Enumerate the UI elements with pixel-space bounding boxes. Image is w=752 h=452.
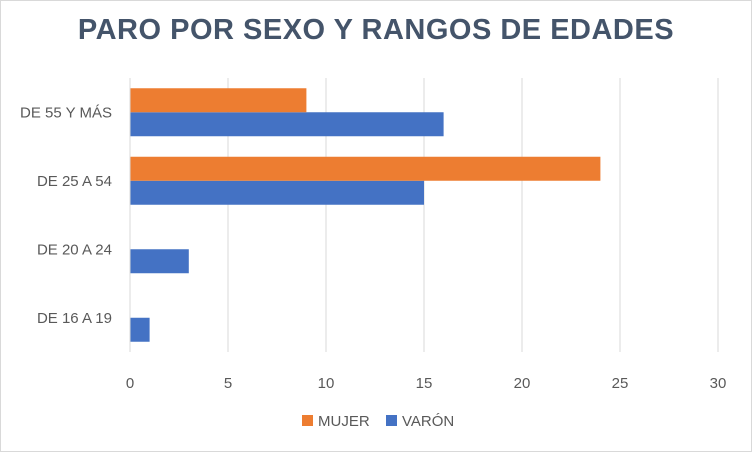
bar-varón-1 [130,249,189,274]
bar-varón-2 [130,180,424,205]
bar-varón-0 [130,317,150,342]
y-tick-label-0: DE 16 A 19 [37,310,112,327]
x-tick-label-25: 25 [612,375,629,392]
y-tick-label-3: DE 55 Y MÁS [20,104,112,121]
chart-title: PARO POR SEXO Y RANGOS DE EDADES [77,14,675,46]
x-tick-label-5: 5 [224,375,232,392]
bar-mujer-3 [130,88,307,113]
x-tick-label-15: 15 [416,375,433,392]
bar-varón-3 [130,112,444,137]
x-tick-label-30: 30 [710,375,727,392]
x-tick-label-20: 20 [514,375,531,392]
legend-swatch-mujer [302,415,313,426]
y-tick-label-1: DE 20 A 24 [37,241,112,258]
legend-label-varón: VARÓN [402,413,454,430]
x-tick-label-0: 0 [126,375,134,392]
legend-swatch-varón [386,415,397,426]
legend-label-mujer: MUJER [318,413,370,430]
bar-mujer-2 [130,156,601,181]
y-tick-label-2: DE 25 A 54 [37,173,112,190]
x-tick-label-10: 10 [318,375,335,392]
